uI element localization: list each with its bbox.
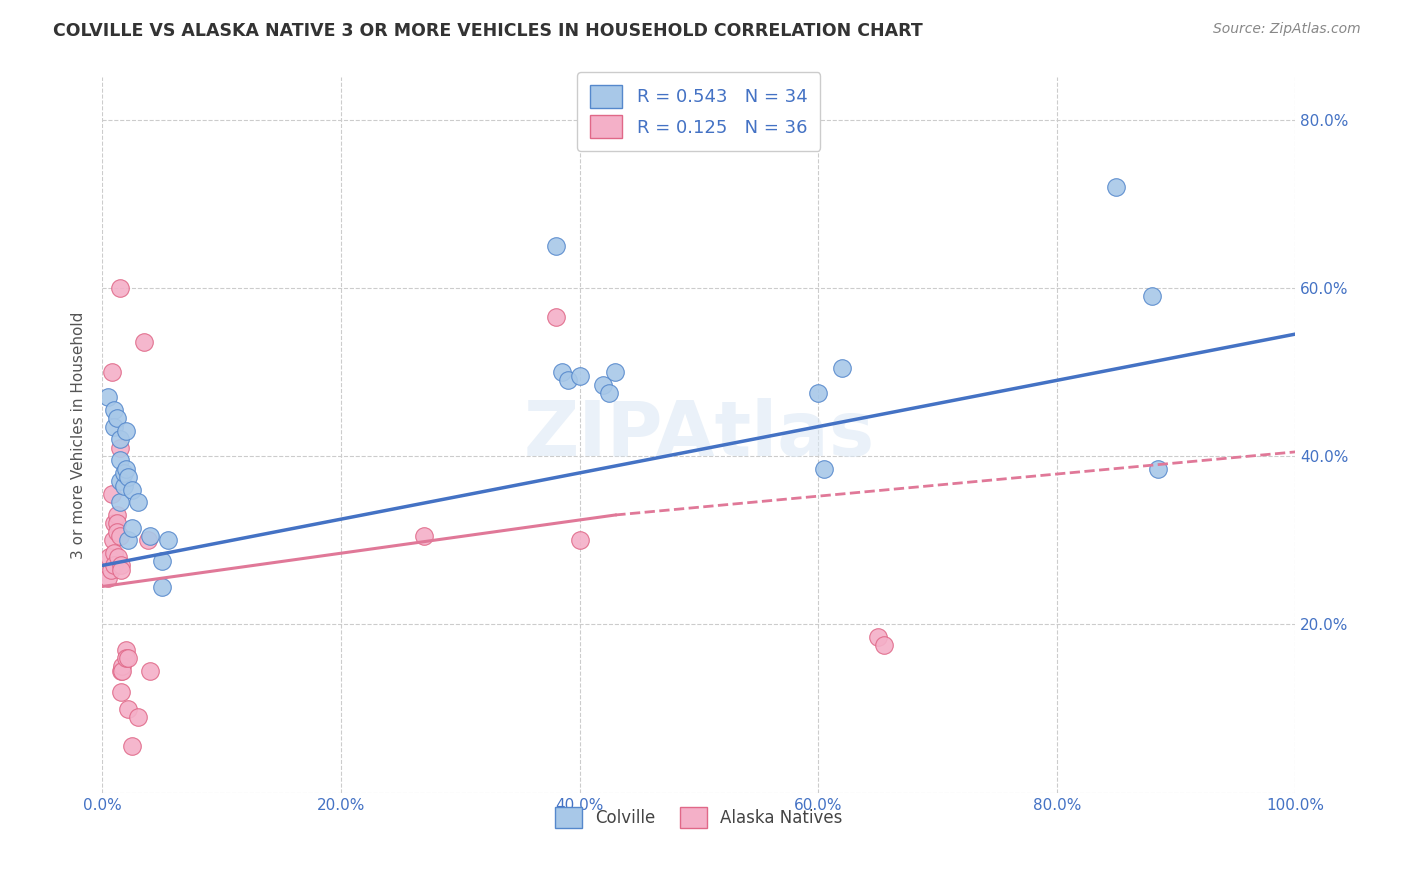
Point (112, 466, 135, 480)
Point (598, 386, 620, 401)
Point (568, 369, 591, 384)
Point (156, 533, 179, 548)
Point (139, 664, 162, 678)
Point (105, 524, 128, 539)
Point (605, 365, 627, 379)
Text: COLVILLE VS ALASKA NATIVE 3 OR MORE VEHICLES IN HOUSEHOLD CORRELATION CHART: COLVILLE VS ALASKA NATIVE 3 OR MORE VEHI… (53, 22, 924, 40)
Point (105, 516, 128, 531)
Point (568, 533, 591, 548)
Y-axis label: 3 or more Vehicles in Household: 3 or more Vehicles in Household (72, 311, 86, 558)
Point (592, 377, 614, 392)
Point (110, 558, 132, 573)
Point (100, 563, 122, 577)
Point (111, 664, 134, 678)
Point (807, 386, 830, 401)
Point (108, 441, 131, 455)
Point (550, 365, 572, 379)
Point (108, 432, 131, 446)
Point (108, 495, 131, 509)
Point (544, 238, 567, 252)
Point (873, 639, 896, 653)
Point (544, 310, 567, 325)
Point (101, 533, 124, 548)
Point (136, 533, 159, 548)
Point (100, 487, 122, 501)
Point (103, 419, 125, 434)
Point (117, 651, 139, 665)
Point (1142, 289, 1164, 303)
Point (121, 739, 143, 754)
Point (132, 335, 155, 350)
Point (107, 550, 129, 565)
Point (127, 710, 149, 724)
Point (115, 424, 138, 438)
Point (117, 533, 139, 548)
Point (115, 651, 138, 665)
Point (105, 411, 128, 425)
Text: Source: ZipAtlas.com: Source: ZipAtlas.com (1213, 22, 1361, 37)
Point (98, 550, 121, 565)
Point (115, 642, 138, 657)
Point (866, 630, 889, 644)
Point (117, 701, 139, 715)
Point (813, 461, 835, 475)
Point (115, 461, 138, 475)
Point (1105, 179, 1128, 194)
Text: ZIPAtlas: ZIPAtlas (523, 398, 875, 472)
Point (112, 478, 135, 492)
Point (108, 453, 131, 467)
Point (127, 495, 149, 509)
Point (108, 529, 131, 543)
Point (413, 529, 436, 543)
Point (150, 554, 173, 568)
Point (103, 516, 125, 531)
Point (557, 373, 579, 387)
Point (121, 483, 143, 497)
Point (97, 390, 120, 404)
Point (111, 659, 134, 673)
Point (105, 508, 128, 522)
Point (108, 281, 131, 295)
Point (117, 470, 139, 484)
Point (831, 360, 853, 375)
Point (139, 529, 162, 543)
Point (110, 684, 132, 698)
Point (110, 563, 132, 577)
Point (108, 475, 131, 489)
Point (150, 580, 173, 594)
Point (110, 664, 132, 678)
Point (97, 571, 120, 585)
Legend: Colville, Alaska Natives: Colville, Alaska Natives (548, 801, 849, 834)
Point (1147, 461, 1170, 475)
Point (103, 558, 125, 573)
Point (103, 546, 125, 560)
Point (103, 402, 125, 417)
Point (100, 365, 122, 379)
Point (121, 520, 143, 534)
